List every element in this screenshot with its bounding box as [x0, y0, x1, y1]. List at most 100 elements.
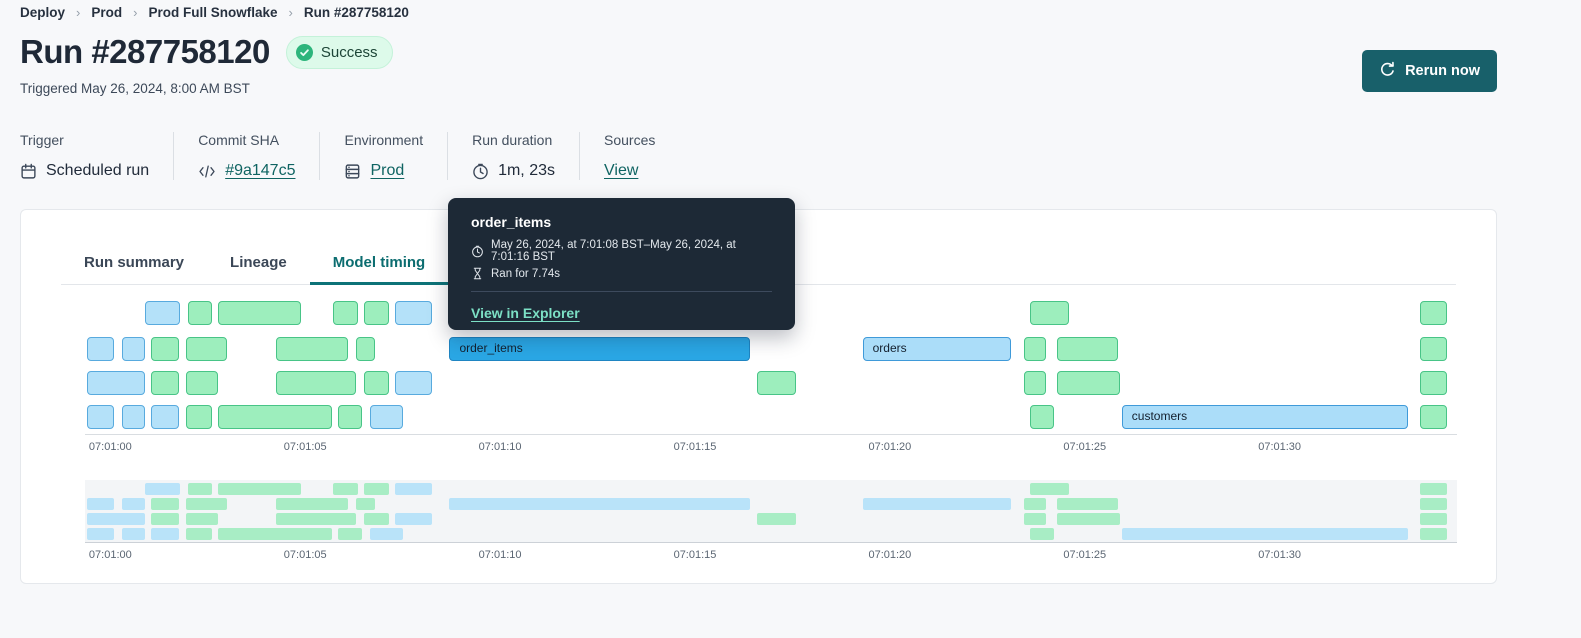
- tab-model-timing[interactable]: Model timing: [309, 254, 449, 285]
- time-axis: 07:01:00 07:01:05 07:01:10 07:01:15 07:01:20…: [85, 441, 1457, 454]
- gantt-bar[interactable]: [151, 405, 179, 429]
- trigger-value: Scheduled run: [46, 162, 150, 179]
- overview-bar: [151, 528, 179, 540]
- overview-bar: [394, 513, 432, 525]
- axis-tick-label: 07:01:30: [1258, 441, 1302, 453]
- run-duration-value: 1m, 23s: [498, 162, 555, 179]
- gantt-bar[interactable]: [122, 337, 146, 361]
- gantt-bar[interactable]: [1419, 301, 1448, 325]
- gantt-bar[interactable]: [1419, 371, 1448, 395]
- tooltip-divider: [471, 291, 772, 292]
- overview-bar: [363, 483, 390, 495]
- rerun-now-button[interactable]: Rerun now: [1362, 50, 1497, 92]
- gantt-bar-customers[interactable]: customers: [1121, 405, 1409, 429]
- gantt-bar[interactable]: [188, 301, 212, 325]
- gantt-bar[interactable]: [151, 371, 179, 395]
- axis-tick-label: 07:01:15: [673, 549, 717, 561]
- gantt-bar[interactable]: [363, 301, 390, 325]
- gantt-bar[interactable]: [1057, 337, 1118, 361]
- sources-value[interactable]: View: [604, 162, 639, 179]
- environment-value[interactable]: Prod: [370, 162, 405, 179]
- overview-bar: [186, 498, 228, 510]
- overview-bar: [186, 513, 218, 525]
- hourglass-icon: [471, 267, 484, 280]
- overview-bar: [1419, 483, 1448, 495]
- model-tooltip: order_items May 26, 2024, at 7:01:08 BST…: [448, 198, 795, 330]
- gantt-bar[interactable]: [355, 337, 376, 361]
- view-in-explorer-link[interactable]: View in Explorer: [471, 305, 580, 321]
- run-meta-row: Trigger Scheduled run Commit SHA #9a147c5 En…: [20, 132, 679, 180]
- gantt-bar[interactable]: [217, 405, 333, 429]
- gantt-bar[interactable]: [122, 405, 146, 429]
- timeline-overview[interactable]: [85, 480, 1457, 543]
- gantt-bar[interactable]: [394, 301, 432, 325]
- model-timing-chart: order_items orders customers 07:01:00 07:01…: [85, 301, 1457, 562]
- gantt-bar[interactable]: [86, 371, 146, 395]
- gantt-bar[interactable]: [86, 337, 115, 361]
- gantt-bar[interactable]: [1057, 371, 1120, 395]
- overview-bar: [394, 483, 432, 495]
- gantt-bar[interactable]: [186, 337, 228, 361]
- breadcrumb-item-prod-full-snowflake[interactable]: Prod Full Snowflake: [148, 5, 278, 20]
- overview-bar: [1419, 498, 1448, 510]
- gantt-bar[interactable]: [186, 371, 218, 395]
- gantt-bar[interactable]: [338, 405, 362, 429]
- overview-bar: [275, 498, 349, 510]
- overview-bar: [122, 528, 146, 540]
- server-icon: [344, 163, 361, 180]
- tab-lineage[interactable]: Lineage: [230, 254, 287, 271]
- tooltip-time-range: May 26, 2024, at 7:01:08 BST–May 26, 202…: [491, 239, 736, 263]
- commit-sha-value[interactable]: #9a147c5: [225, 162, 296, 179]
- gantt-bar-orders[interactable]: orders: [862, 337, 1011, 361]
- breadcrumb-item-prod[interactable]: Prod: [91, 5, 123, 20]
- overview-bar: [122, 498, 146, 510]
- overview-bar: [1057, 498, 1118, 510]
- meta-label-sources: Sources: [604, 132, 656, 148]
- overview-bar: [449, 498, 750, 510]
- tooltip-duration: Ran for 7.74s: [491, 267, 561, 280]
- gantt-bar-label: orders: [872, 341, 907, 355]
- meta-col-commit-sha: Commit SHA #9a147c5: [173, 132, 319, 180]
- gantt-bar[interactable]: [1419, 337, 1448, 361]
- overview-bar: [1024, 498, 1046, 510]
- overview-bar: [338, 528, 362, 540]
- gantt-bar[interactable]: [275, 371, 356, 395]
- gantt-bar[interactable]: [1024, 337, 1046, 361]
- axis-tick-label: 07:01:25: [1063, 549, 1107, 561]
- gantt-bar[interactable]: [332, 301, 358, 325]
- overview-time-axis: 07:01:00 07:01:05 07:01:10 07:01:15 07:01:20…: [85, 549, 1457, 562]
- gantt-bar-label: customers: [1131, 409, 1188, 423]
- breadcrumb-separator-icon: ›: [133, 5, 138, 20]
- gantt-bar[interactable]: [757, 371, 797, 395]
- overview-bar: [1419, 513, 1448, 525]
- gantt-bar[interactable]: [217, 301, 302, 325]
- overview-bar: [332, 483, 358, 495]
- tab-run-summary[interactable]: Run summary: [84, 254, 185, 271]
- breadcrumb-item-run-287758120: Run #287758120: [303, 5, 409, 20]
- overview-bar: [369, 528, 403, 540]
- code-icon: [198, 164, 216, 179]
- gantt-bar-order-items[interactable]: order_items: [449, 337, 750, 361]
- status-badge: Success: [285, 35, 393, 69]
- triggered-text: Triggered May 26, 2024, 8:00 AM BST: [20, 81, 250, 96]
- gantt-bar[interactable]: [1030, 301, 1070, 325]
- gantt-bar[interactable]: [369, 405, 403, 429]
- axis-tick-label: 07:01:15: [673, 441, 717, 453]
- gantt-bar[interactable]: [275, 337, 349, 361]
- gantt-bar[interactable]: [394, 371, 432, 395]
- gantt-bar[interactable]: [363, 371, 390, 395]
- gantt-bar[interactable]: [186, 405, 212, 429]
- axis-tick-label: 07:01:05: [283, 441, 327, 453]
- breadcrumb-item-deploy[interactable]: Deploy: [20, 5, 66, 20]
- gantt-bar[interactable]: [145, 301, 181, 325]
- gantt-bar[interactable]: [1024, 371, 1046, 395]
- overview-bar: [186, 528, 212, 540]
- gantt-bar[interactable]: [86, 405, 115, 429]
- gantt-bar[interactable]: [1419, 405, 1448, 429]
- overview-bar: [86, 528, 115, 540]
- gantt-bar[interactable]: [1030, 405, 1054, 429]
- axis-tick-label: 07:01:20: [868, 441, 912, 453]
- gantt-bar[interactable]: [151, 337, 179, 361]
- clock-icon: [471, 245, 484, 258]
- overview-bar: [1024, 513, 1046, 525]
